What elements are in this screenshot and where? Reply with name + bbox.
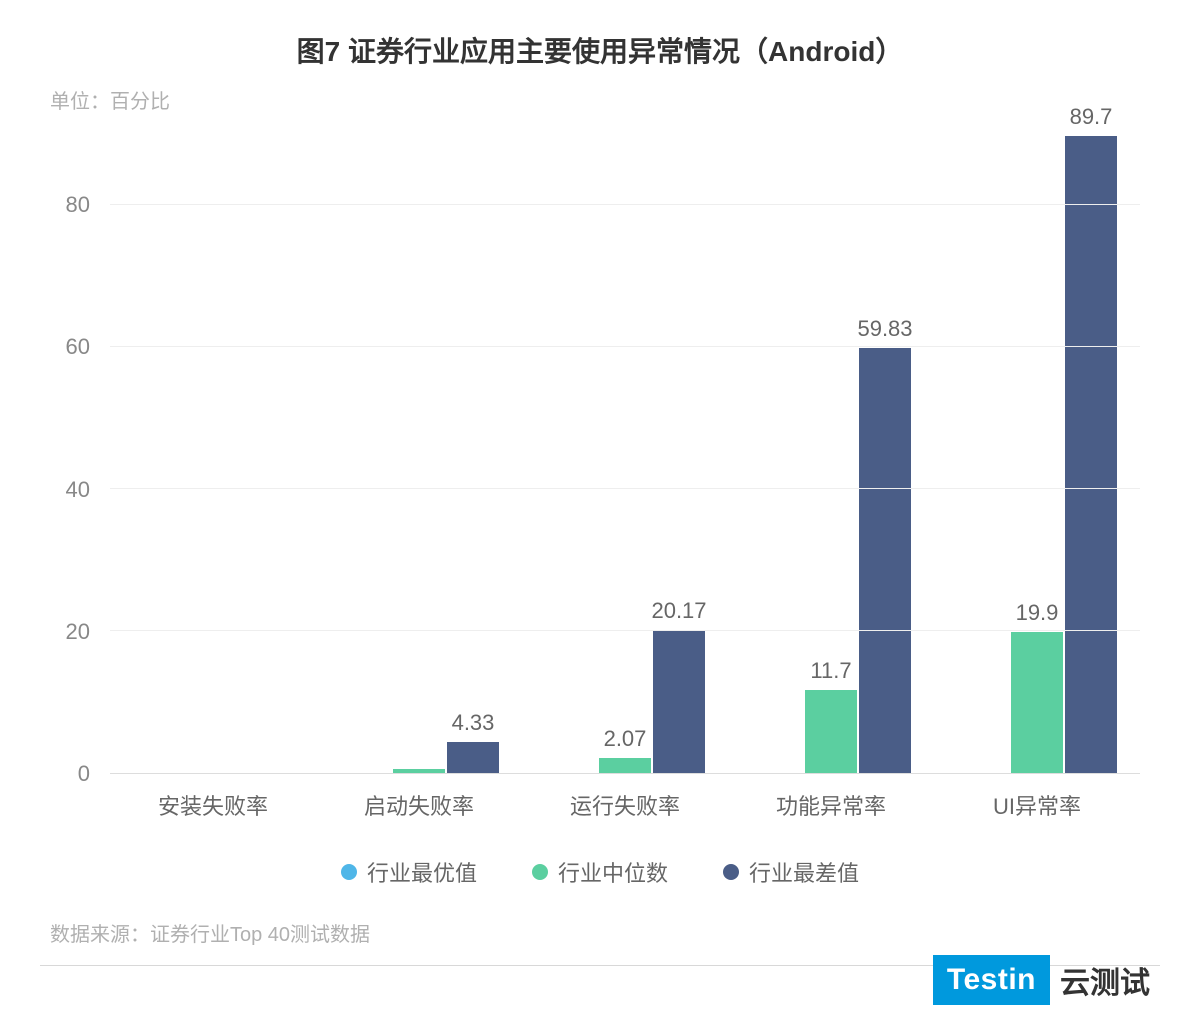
- gridline: [110, 346, 1140, 347]
- bar-wrap: 20.17: [653, 630, 705, 773]
- logo-testin: Testin: [933, 955, 1050, 1005]
- x-axis-labels: 安装失败率启动失败率运行失败率功能异常率UI异常率: [40, 789, 1160, 821]
- bar-wrap: 4.33: [447, 742, 499, 773]
- bar-value-label: 20.17: [651, 598, 706, 624]
- bar: [393, 769, 445, 773]
- bar: [859, 348, 911, 773]
- bar-group: 11.759.83: [728, 348, 934, 773]
- bar-value-label: 59.83: [857, 316, 912, 342]
- logo-yunceshi: 云测试: [1050, 955, 1160, 1005]
- chart-title: 图7 证券行业应用主要使用异常情况（Android）: [40, 30, 1160, 70]
- legend-dot: [341, 864, 357, 880]
- bar: [447, 742, 499, 773]
- bar-value-label: 2.07: [604, 726, 647, 752]
- brand-logo: Testin 云测试: [933, 955, 1160, 1005]
- legend-label: 行业最差值: [749, 856, 859, 888]
- bar: [1011, 632, 1063, 773]
- unit-label: 单位：百分比: [40, 85, 1160, 114]
- gridline: [110, 204, 1140, 205]
- bar-wrap: [393, 769, 445, 773]
- y-tick: 60: [66, 334, 90, 360]
- legend-item: 行业最差值: [723, 856, 859, 888]
- x-label: 启动失败率: [316, 789, 522, 821]
- bar-groups: 4.332.0720.1711.759.8319.989.7: [110, 134, 1140, 773]
- legend-label: 行业中位数: [558, 856, 668, 888]
- chart-area: 020406080 4.332.0720.1711.759.8319.989.7: [40, 134, 1160, 774]
- bar-wrap: 19.9: [1011, 632, 1063, 773]
- legend: 行业最优值 行业中位数 行业最差值: [40, 856, 1160, 888]
- bar-value-label: 11.7: [810, 658, 851, 684]
- gridline: [110, 488, 1140, 489]
- y-tick: 40: [66, 477, 90, 503]
- legend-item: 行业中位数: [532, 856, 668, 888]
- bar-value-label: 89.7: [1070, 104, 1113, 130]
- plot-region: 4.332.0720.1711.759.8319.989.7: [110, 134, 1140, 774]
- x-label: 安装失败率: [110, 789, 316, 821]
- y-tick: 20: [66, 619, 90, 645]
- legend-item: 行业最优值: [341, 856, 477, 888]
- gridline: [110, 630, 1140, 631]
- bar-group: 19.989.7: [934, 136, 1140, 773]
- bar-group: 2.0720.17: [522, 630, 728, 773]
- legend-dot: [532, 864, 548, 880]
- x-label: 运行失败率: [522, 789, 728, 821]
- x-label: UI异常率: [934, 789, 1140, 821]
- legend-dot: [723, 864, 739, 880]
- y-axis: 020406080: [40, 134, 100, 774]
- y-tick: 80: [66, 192, 90, 218]
- bar: [599, 758, 651, 773]
- bar-wrap: 89.7: [1065, 136, 1117, 773]
- y-tick: 0: [78, 761, 90, 787]
- bar-value-label: 19.9: [1016, 600, 1059, 626]
- x-label: 功能异常率: [728, 789, 934, 821]
- bar: [805, 690, 857, 773]
- legend-label: 行业最优值: [367, 856, 477, 888]
- bar-wrap: 11.7: [805, 690, 857, 773]
- bar-wrap: 59.83: [859, 348, 911, 773]
- bar: [653, 630, 705, 773]
- bar-group: 4.33: [316, 742, 522, 773]
- bar-wrap: 2.07: [599, 758, 651, 773]
- bar: [1065, 136, 1117, 773]
- bar-value-label: 4.33: [452, 710, 495, 736]
